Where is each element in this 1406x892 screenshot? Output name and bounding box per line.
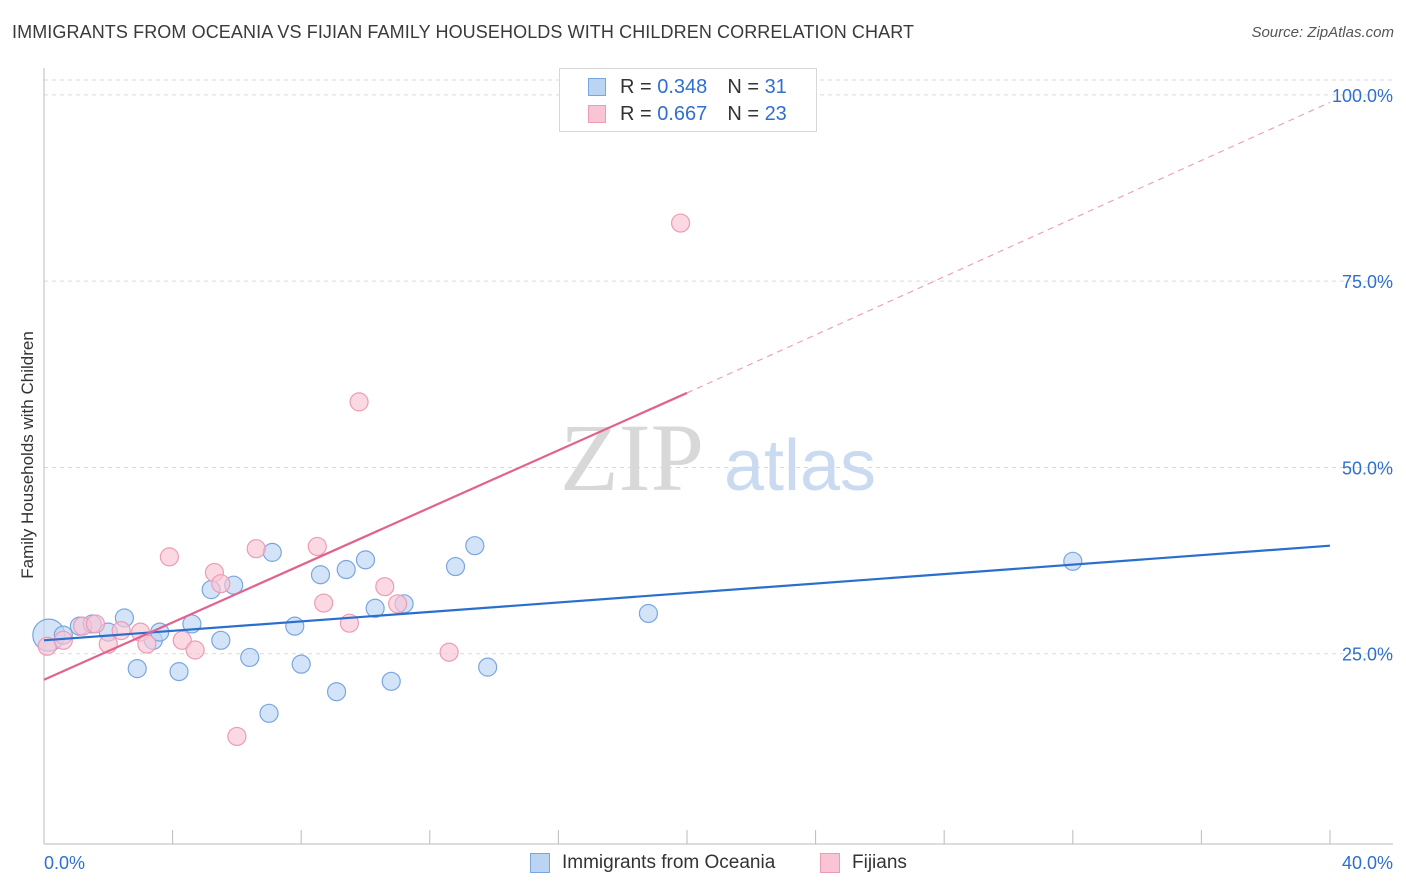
fijian-point — [314, 593, 334, 613]
oceania-r-value: 0.348 — [657, 75, 708, 98]
fijian-point — [211, 574, 231, 594]
y-tick-label: 25.0% — [1342, 645, 1393, 665]
fijian-point — [670, 213, 691, 233]
oceania-point — [465, 536, 485, 556]
fijians-r-value: 0.667 — [657, 102, 708, 125]
oceania-point — [285, 616, 305, 636]
fijian-point — [172, 630, 192, 650]
fijian-trend-extension — [686, 101, 1331, 394]
fijian-point — [111, 621, 131, 641]
oceania-point — [127, 659, 147, 679]
fijian-point — [388, 594, 408, 614]
x-tick-label-max: 40.0% — [1342, 853, 1393, 873]
oceania-point — [326, 682, 347, 702]
oceania-legend-label: Immigrants from Oceania — [562, 852, 776, 873]
legend-row-oceania: R = 0.348 N = 31 — [588, 76, 787, 98]
y-tick-label: 75.0% — [1342, 272, 1393, 292]
oceania-point — [259, 703, 279, 723]
legend-row-fijians: R = 0.667 N = 23 — [588, 103, 787, 125]
fijian-point — [439, 642, 459, 662]
oceania-point — [169, 662, 189, 682]
fijian-trend-line — [43, 391, 688, 681]
y-tick-label: 100.0% — [1332, 86, 1393, 106]
oceania-point — [445, 556, 466, 577]
series-legend-oceania[interactable]: Immigrants from Oceania — [530, 852, 775, 874]
fijians-legend-swatch — [820, 853, 840, 873]
watermark-zip: ZIP — [560, 404, 704, 511]
n-label: N = — [727, 75, 759, 98]
fijian-point — [349, 392, 369, 412]
oceania-point — [365, 598, 385, 618]
oceania-point — [355, 550, 376, 570]
oceania-trend-line — [43, 544, 1331, 642]
r-label: R = — [620, 102, 652, 125]
oceania-point — [336, 559, 356, 580]
oceania-legend-swatch — [530, 853, 550, 873]
fijian-point — [246, 539, 266, 559]
fijians-swatch — [588, 105, 606, 123]
fijian-point — [159, 547, 179, 567]
source-credit: Source: ZipAtlas.com — [1251, 24, 1394, 41]
oceania-n-value: 31 — [764, 75, 787, 98]
oceania-point — [310, 565, 331, 585]
fijian-point — [375, 577, 395, 597]
oceania-point — [240, 647, 260, 668]
oceania-point — [638, 603, 659, 624]
chart-title: IMMIGRANTS FROM OCEANIA VS FIJIAN FAMILY… — [12, 22, 915, 42]
oceania-swatch — [588, 78, 606, 96]
oceania-point — [381, 671, 401, 691]
fijian-point — [227, 726, 247, 747]
r-label: R = — [620, 75, 652, 98]
oceania-point — [262, 542, 282, 562]
oceania-point — [211, 630, 231, 650]
y-tick-label: 50.0% — [1342, 458, 1393, 478]
fijian-point — [185, 640, 205, 660]
oceania-point — [1063, 551, 1083, 571]
fijian-point — [307, 536, 327, 557]
n-label: N = — [727, 102, 759, 125]
fijians-legend-label: Fijians — [852, 852, 907, 873]
oceania-point — [478, 657, 498, 677]
oceania-point — [291, 654, 311, 674]
correlation-legend: R = 0.348 N = 31 R = 0.667 N = 23 — [559, 68, 817, 132]
x-tick-label-min: 0.0% — [44, 853, 85, 873]
series-legend-fijians[interactable]: Fijians — [820, 852, 907, 874]
watermark-atlas: atlas — [724, 426, 876, 506]
fijians-n-value: 23 — [764, 102, 787, 125]
fijian-point — [85, 614, 106, 634]
